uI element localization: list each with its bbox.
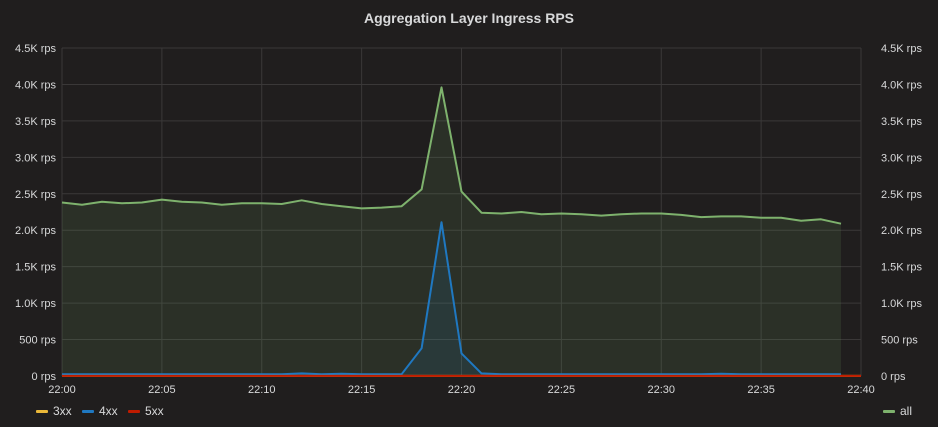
y-tick-label-left: 3.5K rps [15, 116, 56, 128]
y-tick-label-left: 1.0K rps [15, 298, 56, 310]
legend-item-all[interactable]: all [883, 404, 912, 418]
legend-label: 4xx [99, 404, 118, 418]
y-tick-label-right: 2.0K rps [881, 225, 922, 237]
y-tick-label-left: 2.5K rps [15, 189, 56, 201]
y-tick-label-left: 3.0K rps [15, 152, 56, 164]
y-tick-label-right: 3.0K rps [881, 152, 922, 164]
x-tick-label: 22:00 [48, 384, 76, 396]
legend-swatch [128, 409, 140, 413]
y-tick-label-left: 0 rps [32, 371, 57, 383]
y-tick-label-right: 4.5K rps [881, 43, 922, 55]
series-line-all [61, 86, 842, 225]
legend-item-4xx[interactable]: 4xx [82, 404, 118, 418]
x-tick-label: 22:10 [248, 384, 276, 396]
series-area-all [62, 87, 841, 377]
x-tick-label: 22:30 [647, 384, 675, 396]
y-tick-label-right: 2.5K rps [881, 189, 922, 201]
y-tick-label-left: 500 rps [19, 335, 56, 347]
y-tick-label-left: 2.0K rps [15, 225, 56, 237]
x-tick-label: 22:05 [148, 384, 176, 396]
x-tick-label: 22:40 [847, 384, 875, 396]
panel-title[interactable]: Aggregation Layer Ingress RPS [363, 10, 575, 26]
x-tick-label: 22:25 [548, 384, 576, 396]
legend-label: 5xx [145, 404, 164, 418]
y-tick-label-right: 3.5K rps [881, 116, 922, 128]
legend-swatch [883, 409, 895, 413]
y-tick-label-right: 1.5K rps [881, 262, 922, 274]
legend-item-3xx[interactable]: 3xx [36, 404, 72, 418]
legend-label: 3xx [53, 404, 72, 418]
y-tick-label-right: 4.0K rps [881, 79, 922, 91]
y-tick-label-left: 1.5K rps [15, 262, 56, 274]
y-tick-label-right: 500 rps [881, 335, 918, 347]
y-tick-label-right: 0 rps [881, 371, 906, 383]
legend-swatch [36, 409, 48, 413]
legend-label: all [900, 404, 913, 418]
y-tick-label-left: 4.5K rps [15, 43, 56, 55]
y-tick-label-right: 1.0K rps [881, 298, 922, 310]
x-tick-label: 22:20 [448, 384, 476, 396]
y-tick-label-left: 4.0K rps [15, 79, 56, 91]
legend-swatch [82, 409, 94, 413]
legend-item-5xx[interactable]: 5xx [128, 404, 164, 418]
x-tick-label: 22:35 [747, 384, 775, 396]
series-area-4xx [62, 222, 841, 376]
series-line-4xx [62, 221, 841, 376]
x-tick-label: 22:15 [348, 384, 376, 396]
